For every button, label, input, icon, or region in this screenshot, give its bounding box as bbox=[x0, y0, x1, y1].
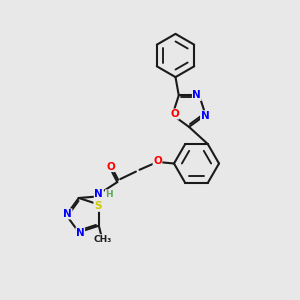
Text: H: H bbox=[105, 190, 113, 199]
Text: CH₃: CH₃ bbox=[93, 235, 112, 244]
Text: O: O bbox=[170, 109, 179, 119]
Text: N: N bbox=[94, 189, 103, 200]
Text: N: N bbox=[193, 90, 201, 100]
Text: O: O bbox=[153, 156, 162, 166]
Text: N: N bbox=[76, 228, 85, 238]
Text: O: O bbox=[106, 161, 115, 172]
Text: N: N bbox=[63, 209, 72, 219]
Text: N: N bbox=[201, 111, 209, 121]
Text: S: S bbox=[94, 201, 101, 211]
